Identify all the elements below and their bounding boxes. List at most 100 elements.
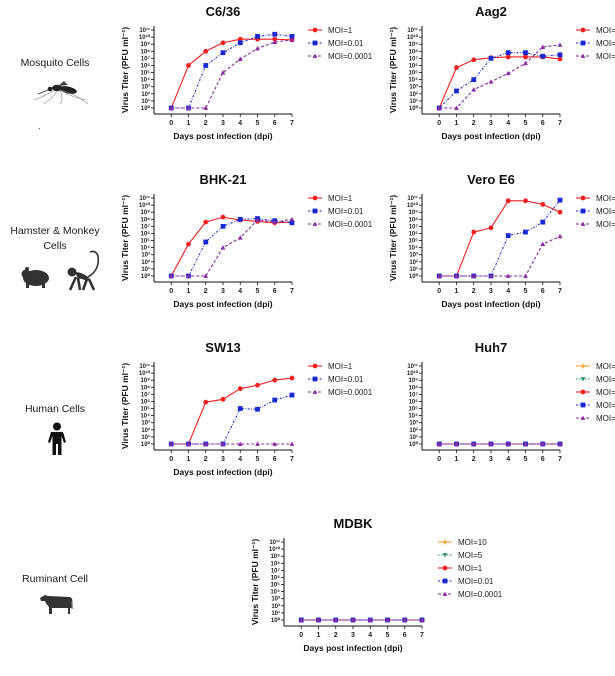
x-tick-label: 5 — [524, 288, 528, 295]
data-point — [272, 377, 278, 383]
hamster-monkey-icon — [21, 250, 100, 291]
monkey-icon — [67, 250, 100, 291]
y-tick-label: 10¹ — [409, 434, 418, 441]
y-tick-label: 10¹¹ — [139, 363, 150, 370]
legend-label: MOI=0.01 — [596, 39, 615, 48]
hamster-icon — [21, 267, 49, 288]
data-point — [540, 241, 546, 247]
legend-marker — [312, 363, 318, 369]
legend-label: MOI=0.01 — [458, 577, 494, 586]
series-line — [439, 44, 561, 109]
series-line — [438, 52, 561, 109]
y-axis-title: Virus Titer (PFU ml⁻¹) — [250, 539, 260, 626]
y-tick-label: 10⁴ — [140, 78, 150, 84]
x-tick-label: 0 — [437, 120, 441, 127]
x-tick-label: 7 — [290, 120, 294, 127]
legend-marker — [312, 53, 318, 58]
y-tick-label: 10⁰ — [141, 105, 151, 112]
data-point — [557, 441, 563, 446]
x-tick-label: 4 — [506, 120, 510, 127]
series-line — [439, 200, 561, 277]
x-tick-label: 1 — [455, 456, 459, 463]
chart-panel-c636: C6/36 10⁰ 10¹ 10² 10³ 10⁴ 10⁵ 10⁶ 10⁷ 10⁸ 10⁹ 10¹⁰ 1… — [106, 4, 406, 159]
y-axis-title: Virus Titer (PFU ml⁻¹) — [388, 27, 398, 114]
data-point — [333, 617, 339, 622]
series-moi-0-01 — [436, 50, 563, 111]
legend-marker — [580, 389, 586, 395]
data-point — [557, 52, 563, 58]
series-line — [171, 33, 293, 109]
y-tick-label: 10⁷ — [141, 56, 151, 62]
data-point — [540, 219, 546, 225]
x-tick-label: 0 — [169, 456, 173, 463]
data-point — [385, 617, 390, 622]
chart-huh7: Huh710⁰10¹10²10³10⁴10⁵10⁶10⁷10⁸10⁹10¹⁰10… — [407, 340, 615, 463]
x-tick-label: 6 — [273, 288, 277, 295]
dot-mark — [39, 128, 40, 129]
x-tick-label: 2 — [472, 288, 476, 295]
chart-c636: C6/3610⁰10¹10²10³10⁴10⁵10⁶10⁷10⁸10⁹10¹⁰1… — [120, 4, 373, 141]
x-tick-label: 1 — [187, 120, 191, 127]
legend-label: MOI=1 — [596, 26, 615, 35]
y-tick-label: 10¹¹ — [139, 195, 150, 202]
y-tick-label: 10⁴ — [270, 590, 280, 596]
data-point — [436, 273, 442, 278]
legend-item: MOI=1 — [308, 26, 353, 35]
series-moi-0-0001 — [168, 37, 295, 110]
x-tick-label: 5 — [524, 456, 528, 463]
legend-marker — [580, 40, 586, 46]
chart-panel-veroe6: Vero E6 10⁰ 10¹ 10² 10³ 10⁴ 10⁵ 10⁶ 10⁷ 10⁸ 10⁹ 10¹… — [374, 172, 615, 327]
data-point — [237, 386, 243, 392]
legend-item: MOI=1 — [576, 26, 615, 35]
series-moi-0-01 — [168, 392, 295, 447]
legend-label: MOI=5 — [458, 551, 483, 560]
data-point — [557, 42, 563, 47]
chart-title: MDBK — [334, 516, 374, 531]
y-tick-label: 10¹¹ — [269, 539, 280, 546]
y-tick-label: 10¹⁰ — [269, 546, 281, 553]
legend-label: MOI=10 — [458, 538, 487, 547]
data-point — [436, 441, 442, 446]
x-tick-label: 3 — [489, 288, 493, 295]
y-tick-label: 10⁹ — [408, 42, 418, 48]
data-point — [557, 197, 563, 203]
data-point — [255, 33, 260, 39]
x-tick-label: 7 — [558, 456, 562, 463]
legend-label: MOI=0.0001 — [328, 52, 373, 61]
y-tick-label: 10⁰ — [409, 273, 419, 280]
legend-label: MOI=0.0001 — [596, 220, 615, 229]
data-point — [255, 406, 260, 412]
legend-label: MOI=0.0001 — [596, 414, 615, 423]
legend-label: MOI=1 — [596, 194, 615, 203]
legend-item: MOI=0.0001 — [308, 220, 373, 229]
y-tick-label: 10¹ — [409, 98, 418, 105]
data-point — [220, 223, 226, 229]
data-point — [540, 44, 546, 49]
data-point — [186, 273, 191, 278]
data-point — [523, 50, 528, 56]
y-axis-title: Virus Titer (PFU ml⁻¹) — [120, 27, 130, 114]
data-point — [203, 219, 209, 225]
y-tick-label: 10¹⁰ — [407, 34, 419, 41]
x-tick-label: 4 — [506, 288, 510, 295]
data-point — [272, 39, 278, 44]
legend-marker — [312, 208, 318, 214]
data-point — [186, 105, 191, 110]
data-point — [505, 441, 511, 446]
legend-marker — [580, 221, 586, 226]
x-tick-label: 2 — [472, 120, 476, 127]
series-moi-0-01 — [436, 197, 563, 279]
data-point — [454, 441, 459, 446]
y-tick-label: 10⁷ — [141, 224, 151, 230]
series-line — [171, 377, 293, 445]
legend-item: MOI=0.0001 — [576, 52, 615, 61]
legend-label: MOI=1 — [328, 362, 353, 371]
data-point — [289, 216, 295, 222]
data-point — [523, 198, 528, 204]
y-tick-label: 10² — [409, 91, 418, 98]
data-point — [186, 63, 191, 68]
y-tick-label: 10³ — [141, 252, 150, 259]
data-point — [471, 229, 477, 235]
chart-title: BHK-21 — [200, 172, 247, 187]
legend-label: MOI=5 — [596, 375, 615, 384]
